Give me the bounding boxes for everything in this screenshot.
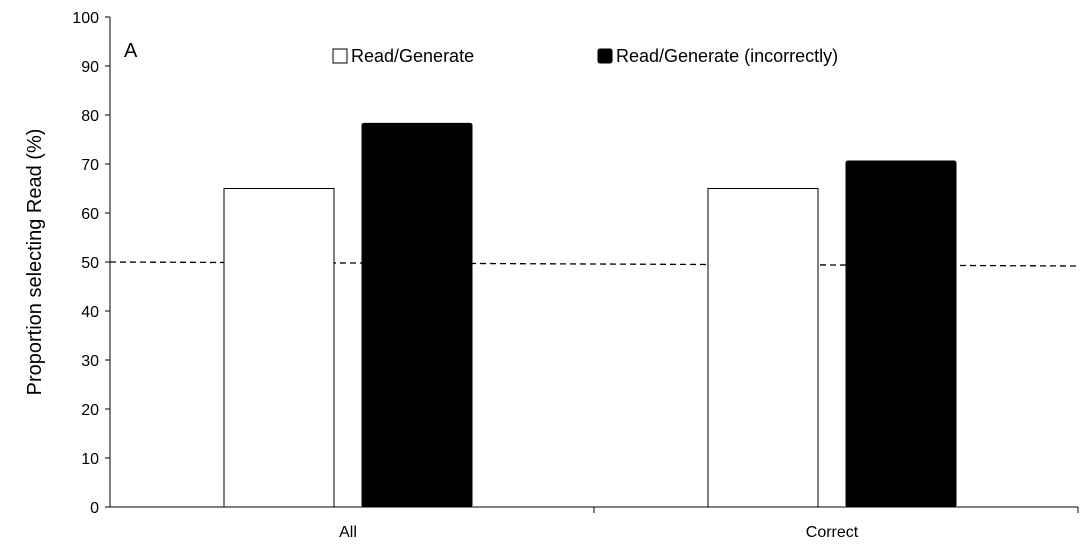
bars (223, 122, 957, 508)
legend-swatch-1 (332, 48, 348, 64)
y-ticks: 0 10 20 30 40 50 60 70 80 90 100 (72, 10, 110, 517)
y-axis-label: Proportion selecting Read (%) (24, 129, 46, 396)
legend-swatch-2 (597, 48, 613, 64)
y-tick-label-30: 30 (81, 353, 99, 370)
x-tick-label-all: All (339, 524, 357, 541)
bar-all-series-2 (361, 122, 473, 508)
y-tick-label-40: 40 (81, 304, 99, 321)
y-tick-label-60: 60 (81, 206, 99, 223)
bar-all-series-1 (223, 188, 335, 508)
y-tick-label-0: 0 (90, 500, 99, 517)
y-tick-label-90: 90 (81, 59, 99, 76)
legend-label-2: Read/Generate (incorrectly) (616, 46, 838, 66)
panel-label: A (124, 40, 138, 62)
y-tick-label-100: 100 (72, 10, 99, 27)
y-tick-label-70: 70 (81, 157, 99, 174)
bar-correct-series-1 (707, 188, 819, 508)
y-tick-label-10: 10 (81, 451, 99, 468)
x-tick-label-correct: Correct (806, 524, 859, 541)
bar-correct-series-2 (845, 160, 957, 508)
y-tick-label-80: 80 (81, 108, 99, 125)
legend-label-1: Read/Generate (351, 46, 474, 66)
legend: Read/Generate Read/Generate (incorrectly) (332, 46, 838, 66)
x-ticks: All Correct (339, 507, 1079, 541)
y-tick-label-50: 50 (81, 255, 99, 272)
y-tick-label-20: 20 (81, 402, 99, 419)
